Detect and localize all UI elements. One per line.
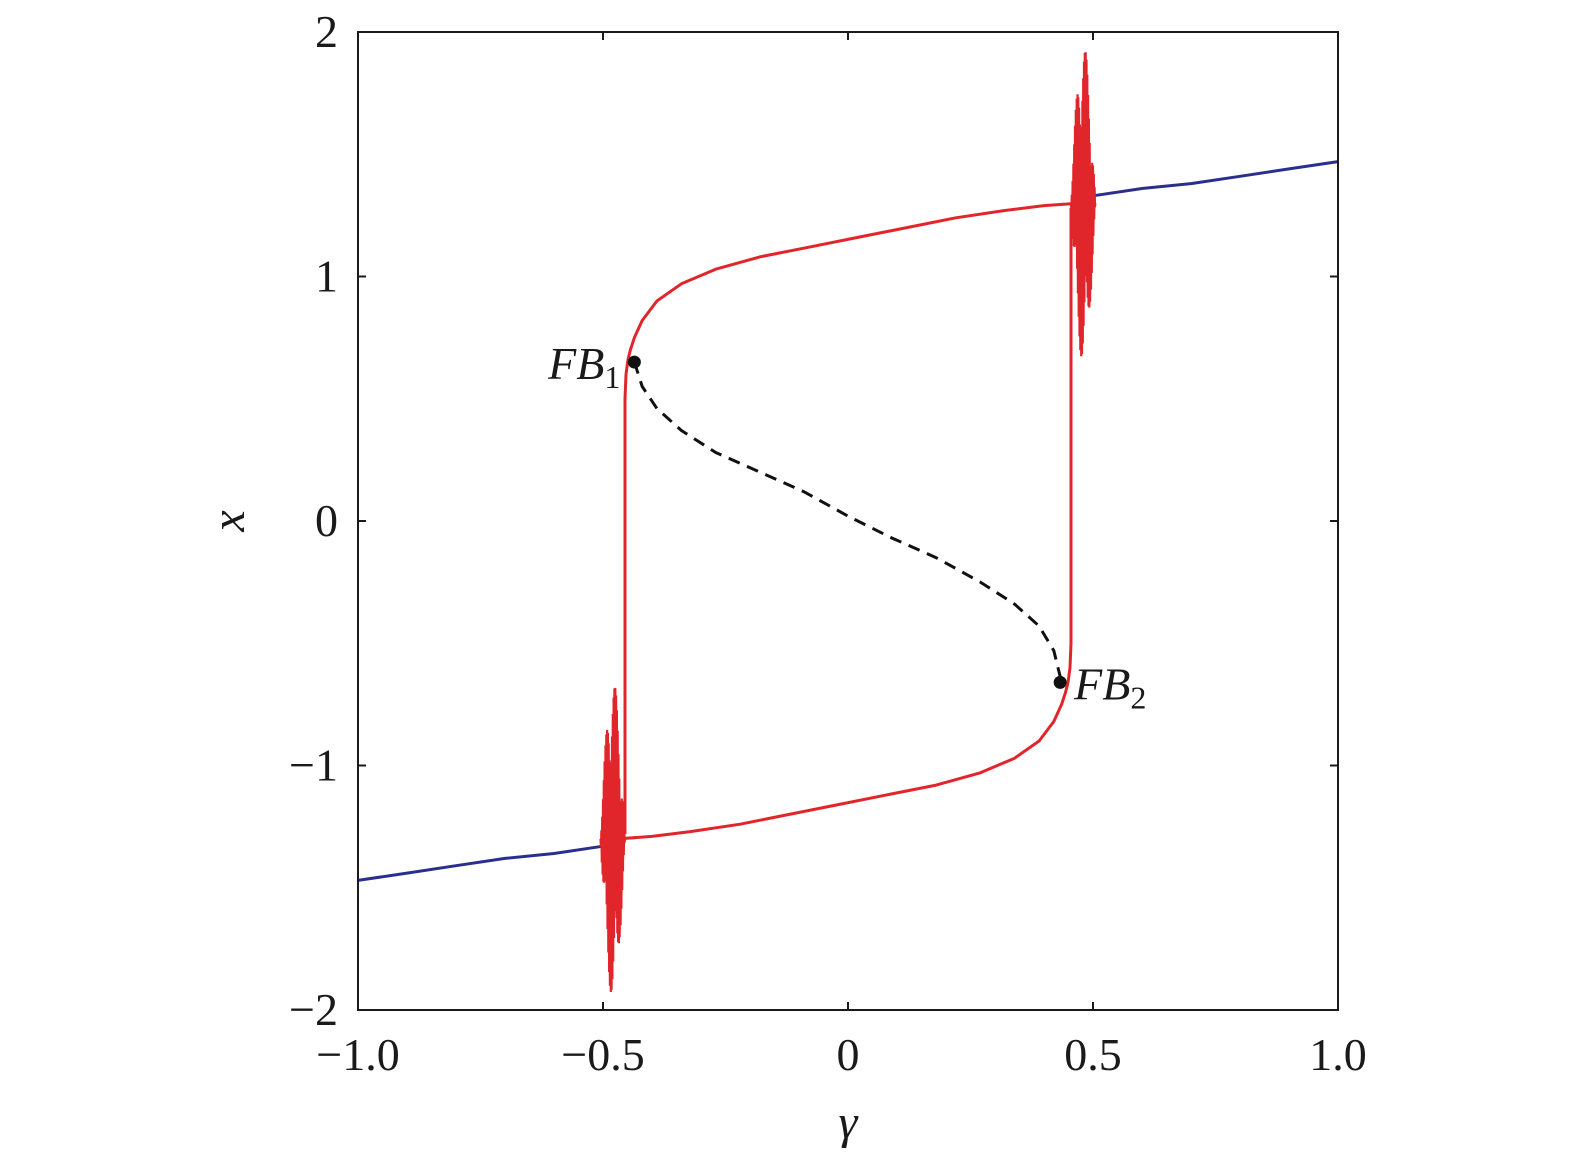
x-tick-label: 0 — [837, 1029, 860, 1080]
point-annotation: FB2 — [1073, 658, 1146, 715]
x-tick-label: −1.0 — [316, 1029, 399, 1080]
y-tick-label: 2 — [315, 6, 338, 57]
y-tick-label: 1 — [315, 251, 338, 302]
point-annotation-label: FB — [547, 338, 604, 389]
x-tick-label: 0.5 — [1064, 1029, 1122, 1080]
point-annotation-label: FB — [1073, 658, 1130, 709]
plot-lines — [357, 52, 1339, 993]
ticks — [357, 31, 1339, 1011]
unstable-branch-line — [632, 361, 1064, 683]
x-tick-label: −0.5 — [561, 1029, 644, 1080]
y-axis-label: x — [202, 510, 255, 532]
oscillation-band — [1069, 52, 1097, 357]
y-tick-labels: −2 −1 0 1 2 — [289, 6, 338, 1035]
fold-bifurcation-point — [1053, 675, 1067, 689]
series-line — [357, 844, 604, 882]
fold-bifurcation-point — [627, 355, 641, 369]
y-tick-label: −1 — [289, 740, 338, 791]
x-tick-label: 1.0 — [1309, 1029, 1367, 1080]
x-axis-label: γ — [839, 1096, 859, 1149]
series-line — [617, 208, 1073, 841]
oscillation-band — [599, 687, 627, 993]
point-annotation-subscript: 1 — [604, 359, 620, 395]
series-line — [1092, 160, 1339, 198]
x-tick-labels: −1.0 −0.5 0 0.5 1.0 — [316, 1029, 1366, 1080]
y-tick-label: 0 — [315, 495, 338, 546]
point-annotation-subscript: 2 — [1130, 679, 1146, 715]
plot-frame — [357, 31, 1339, 1011]
series-line — [623, 201, 1079, 834]
point-annotation: FB1 — [547, 338, 620, 395]
y-tick-label: −2 — [289, 984, 338, 1035]
